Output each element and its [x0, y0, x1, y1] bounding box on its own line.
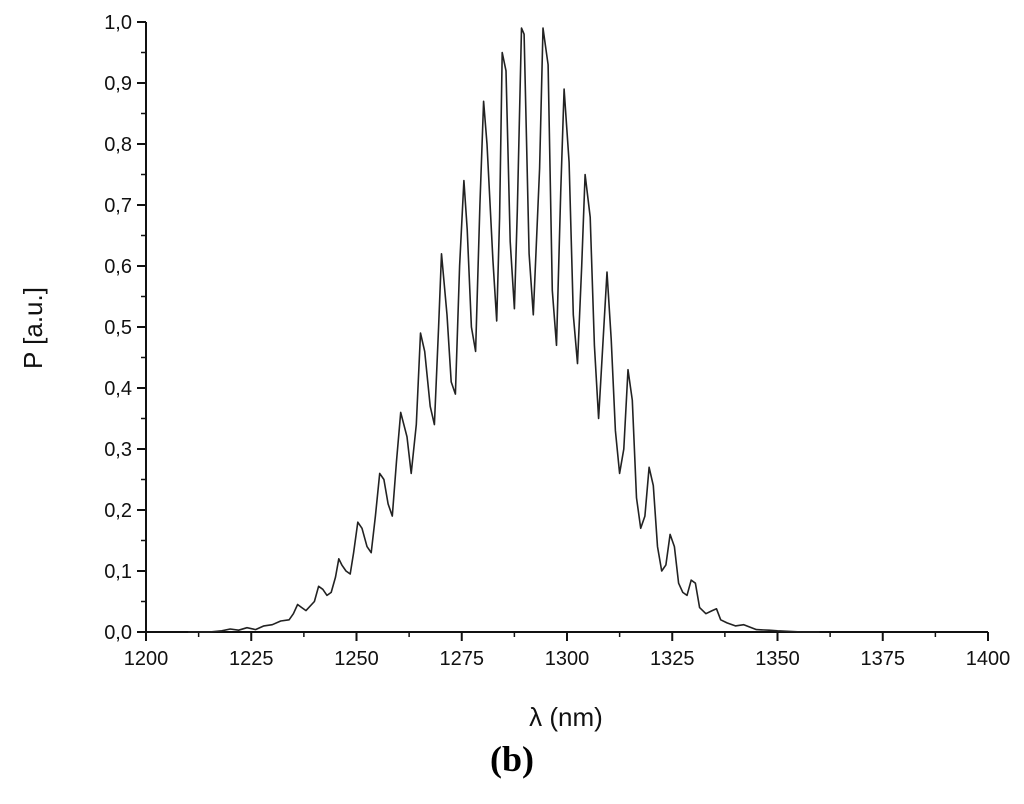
x-tick-label: 1200: [124, 648, 169, 670]
y-tick-label: 0,1: [104, 561, 132, 583]
y-tick-label: 0,8: [104, 134, 132, 156]
x-tick-label: 1375: [861, 648, 906, 670]
y-tick-label: 0,6: [104, 256, 132, 278]
y-tick-label: 1,0: [104, 12, 132, 34]
plot-area: [188, 27, 820, 633]
x-tick-label: 1300: [545, 648, 590, 670]
x-tick-label: 1225: [229, 648, 274, 670]
x-tick-label: 1350: [755, 648, 800, 670]
y-tick-label: 0,4: [104, 378, 132, 400]
y-tick-label: 0,9: [104, 73, 132, 95]
y-tick-label: 0,0: [104, 622, 132, 644]
figure-caption: (b): [490, 739, 534, 779]
y-tick-label: 0,3: [104, 439, 132, 461]
y-tick-label: 0,7: [104, 195, 132, 217]
x-axis-label: λ (nm): [529, 702, 603, 732]
x-tick-label: 1325: [650, 648, 695, 670]
y-axis-label: P [a.u.]: [18, 287, 48, 369]
y-tick-label: 0,5: [104, 317, 132, 339]
x-tick-label: 1275: [440, 648, 485, 670]
x-tick-label: 1400: [966, 648, 1011, 670]
x-axis: 1200 1225 1250 1275 1300 1325 1350 1375 1400: [124, 631, 1011, 670]
y-tick-label: 0,2: [104, 500, 132, 522]
spectrum-line: [188, 27, 820, 633]
y-axis: 0,0 0,1 0,2 0,3 0,4 0,5 0,6 0,7 0,8 0,9 1,0: [104, 12, 147, 644]
x-tick-label: 1250: [334, 648, 379, 670]
